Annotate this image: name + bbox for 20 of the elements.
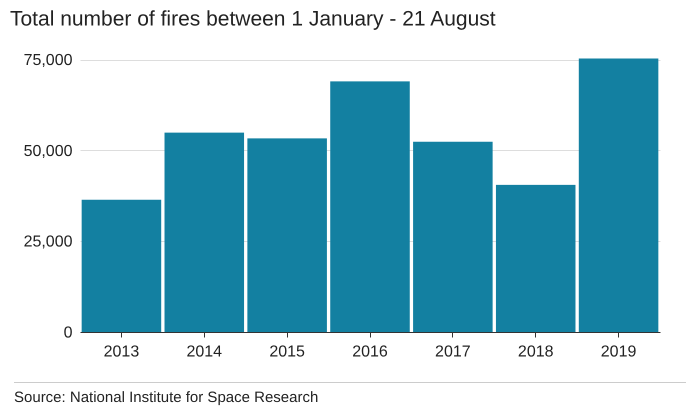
chart-title: Total number of fires between 1 January - 21 August [10, 8, 496, 31]
x-tick-label: 2017 [435, 344, 471, 360]
x-tick-label: 2018 [518, 344, 554, 360]
bar [578, 58, 658, 332]
y-tick-label: 75,000 [24, 52, 73, 70]
bar [164, 132, 244, 332]
source-note: Source: National Institute for Space Research [14, 382, 686, 406]
bar [413, 142, 493, 332]
bar [82, 200, 162, 332]
bar [496, 184, 576, 332]
x-tick-label: 2015 [269, 344, 306, 360]
x-tick-label: 2014 [186, 344, 222, 360]
y-tick-label: 0 [64, 324, 73, 342]
bar [330, 81, 410, 332]
x-tick-label: 2013 [104, 344, 140, 360]
x-tick-label: 2019 [600, 344, 636, 360]
x-tick-label: 2016 [352, 344, 388, 360]
bar [247, 138, 327, 332]
y-tick-label: 25,000 [24, 234, 73, 251]
y-tick-label: 50,000 [24, 142, 73, 160]
